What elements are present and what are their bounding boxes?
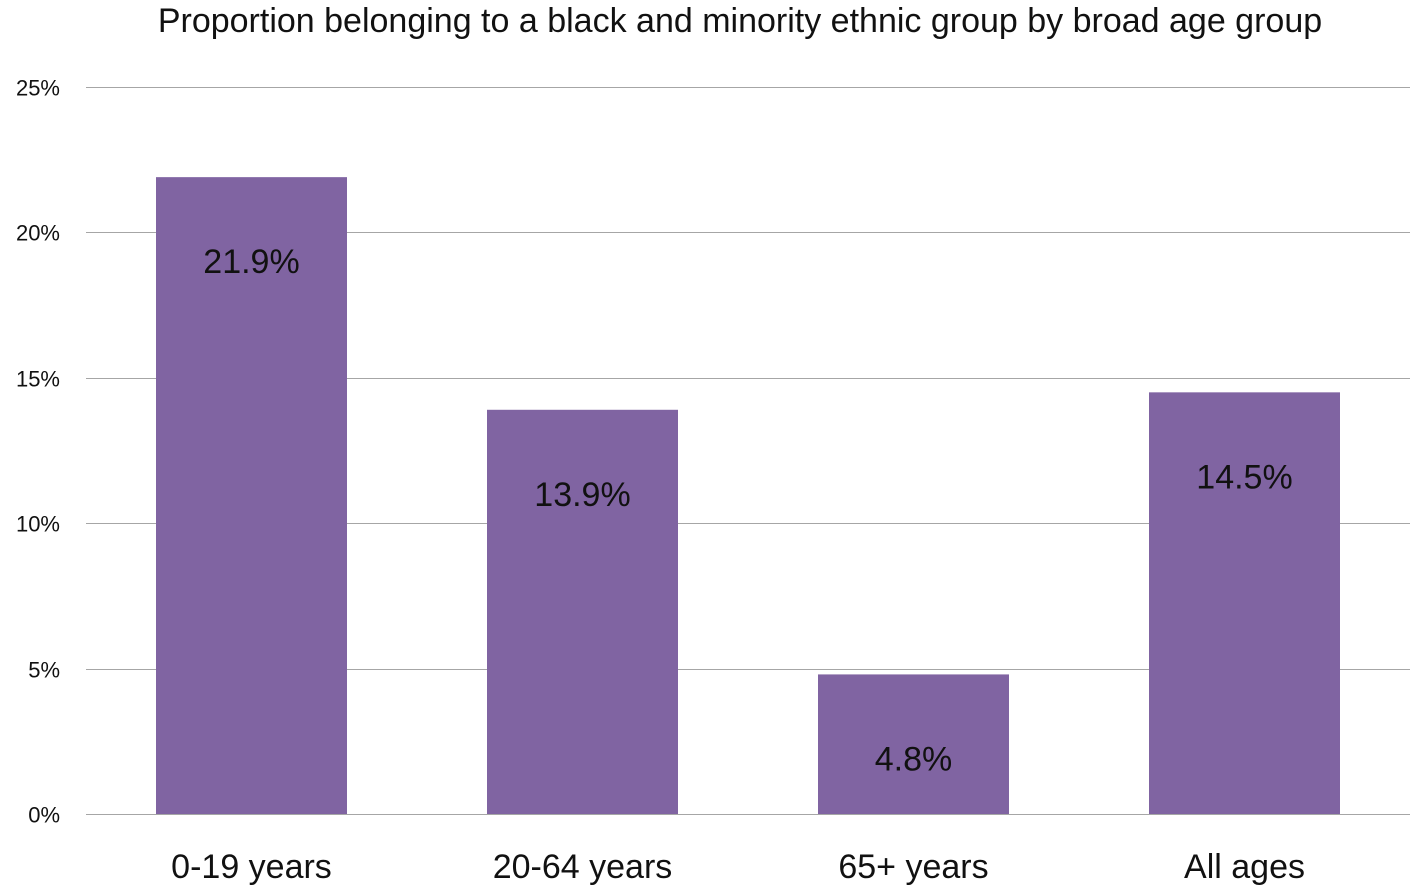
bar [156, 177, 347, 814]
data-labels: 21.9% 13.9% 4.8% 14.5% [203, 243, 1292, 778]
x-category-label: 20-64 years [493, 848, 673, 885]
data-label: 4.8% [875, 740, 953, 778]
y-tick-label: 25% [16, 76, 60, 101]
bars [156, 177, 1340, 814]
y-tick-label: 0% [28, 803, 60, 828]
bar [487, 409, 678, 814]
chart-title: Proportion belonging to a black and mino… [157, 2, 1323, 40]
x-category-label: 0-19 years [171, 848, 332, 885]
x-category-label: All ages [1184, 848, 1305, 885]
data-label: 21.9% [203, 243, 299, 281]
bar [1149, 392, 1340, 814]
y-tick-label: 5% [28, 658, 60, 683]
data-label: 14.5% [1196, 458, 1292, 496]
y-tick-label: 10% [16, 512, 60, 537]
y-tick-label: 20% [16, 221, 60, 246]
bar [818, 674, 1009, 814]
x-category-label: 65+ years [838, 848, 988, 885]
x-axis-category-labels: 0-19 years 20-64 years 65+ years All ages [171, 848, 1305, 885]
data-label: 13.9% [534, 476, 630, 514]
y-tick-label: 15% [16, 367, 60, 392]
y-axis-tick-labels: 0% 5% 10% 15% 20% 25% [16, 76, 60, 828]
